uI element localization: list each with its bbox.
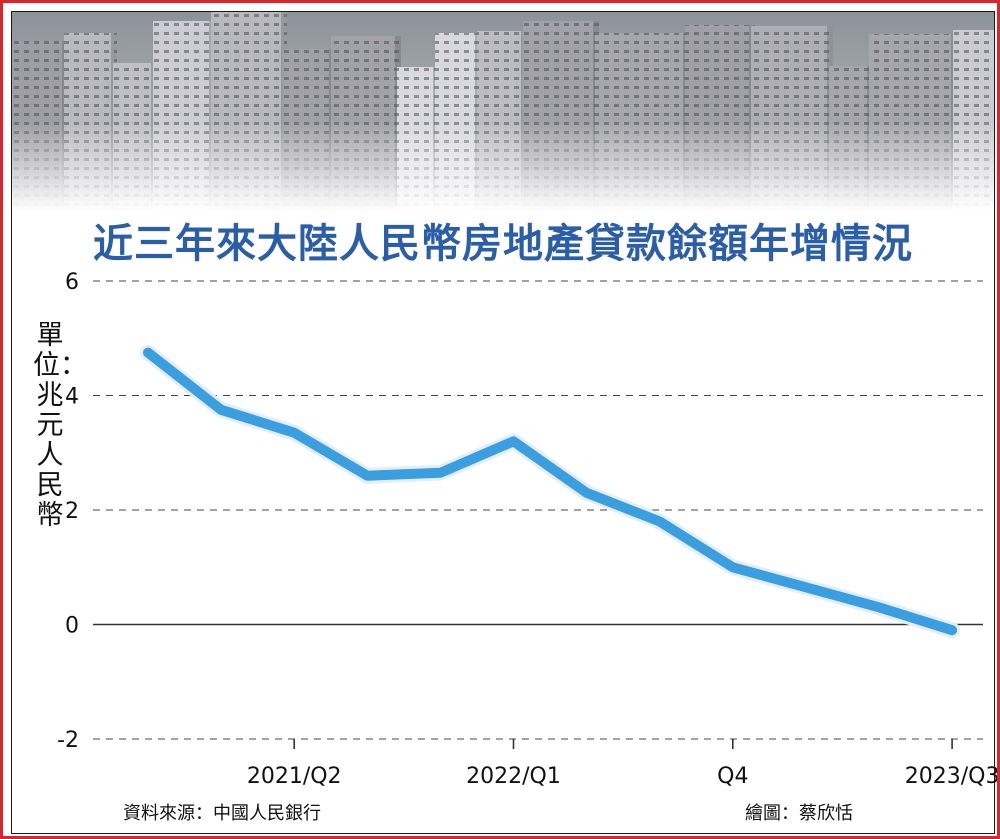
skyline-illustration [12,12,994,212]
y-tick-label: 0 [65,614,79,639]
x-tick-label: Q4 [717,764,748,789]
y-tick-labels: 6 4 2 0 -2 [57,270,79,753]
y-tick-label: 2 [65,499,79,524]
data-point [803,585,808,590]
gridlines [93,280,983,740]
series-line [143,347,958,636]
data-point [292,430,297,435]
data-point [730,565,735,570]
inner-border [11,11,995,834]
y-tick-label: -2 [57,728,79,753]
city-skyline-photo [12,12,994,212]
data-point [365,473,370,478]
data-point [438,470,443,475]
data-point [950,628,955,633]
series-lines [140,344,961,639]
source-note: 資料來源：中國人民銀行 [123,803,321,824]
line-chart: 6 4 2 0 -2 2021/Q2 2022/Q1 Q4 2023/Q3 [57,270,1000,789]
x-tick-label: 2021/Q2 [247,764,342,789]
y-tick-label: 4 [65,385,79,410]
x-tick-label: 2023/Q3 [905,764,1000,789]
x-tick-label: 2022/Q1 [466,764,561,789]
data-point [146,350,150,355]
data-point [219,407,224,412]
data-point [877,605,881,610]
y-tick-label: 6 [65,270,79,295]
data-point [584,490,589,495]
data-point [511,439,516,444]
series-line-halo [140,344,961,639]
credit-note: 繪圖：蔡欣恬 [745,803,853,824]
x-tick-labels: 2021/Q2 2022/Q1 Q4 2023/Q3 [247,739,1000,789]
chart-title: 近三年來大陸人民幣房地產貸款餘額年增情況 [93,221,913,267]
data-point [657,519,662,524]
